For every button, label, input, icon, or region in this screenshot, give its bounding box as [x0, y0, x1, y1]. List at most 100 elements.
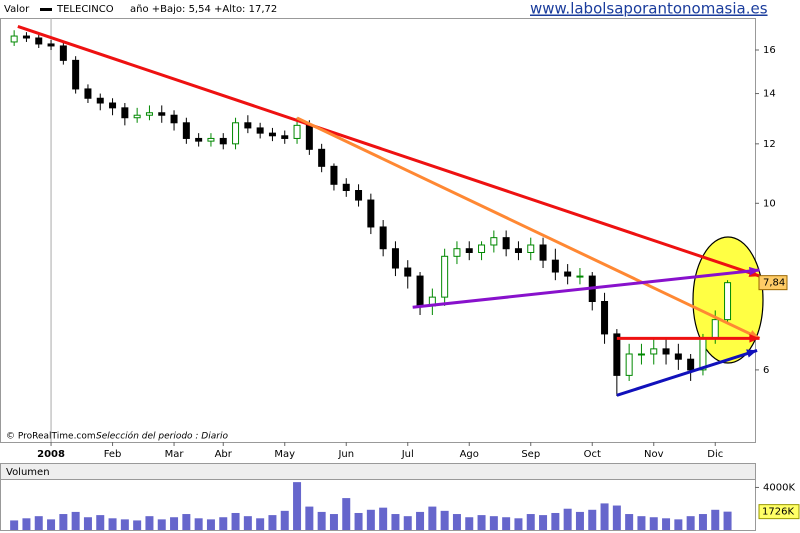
volume-bar: [280, 510, 289, 530]
candle-body: [342, 183, 350, 192]
volume-bar: [243, 516, 252, 530]
current-price-box: [758, 275, 788, 291]
volume-bar: [391, 514, 400, 530]
volume-bar: [440, 510, 449, 530]
x-tick-label: Oct: [584, 449, 601, 460]
x-tick-label: Jul: [401, 449, 414, 460]
candle-body: [96, 97, 104, 104]
candle-body: [441, 255, 449, 298]
candle-body: [601, 301, 609, 335]
candle-body: [305, 124, 313, 150]
current-volume-label: 1726K: [762, 507, 794, 518]
candle-body: [527, 244, 535, 253]
volume-bar: [145, 516, 154, 530]
candle-body: [564, 271, 572, 277]
candle-body: [59, 45, 67, 61]
candle-body: [330, 165, 338, 185]
y-tick-label: 12: [763, 139, 776, 150]
volume-bar: [96, 515, 105, 530]
candle-body: [367, 199, 375, 228]
volume-bar: [575, 511, 584, 530]
candle-body: [109, 102, 117, 109]
volume-bar: [120, 519, 129, 530]
volume-bar: [219, 517, 228, 530]
volume-bar: [231, 512, 240, 530]
volume-bar: [452, 514, 461, 530]
x-tick-label: May: [274, 449, 295, 460]
volume-bar: [526, 514, 535, 530]
candle-body: [699, 338, 707, 371]
trend-arrow: [749, 334, 760, 343]
volume-bar: [698, 514, 707, 530]
site-url[interactable]: www.labolsaporantonomasia.es: [530, 0, 768, 18]
volume-bar: [366, 509, 375, 530]
x-tick-label: Dic: [707, 449, 723, 460]
candle-body: [502, 237, 510, 250]
candle-body: [318, 148, 326, 167]
x-tick-label: Abr: [215, 449, 233, 460]
volume-bar: [649, 517, 658, 530]
x-tick-label: Mar: [165, 449, 185, 460]
candle-body: [293, 124, 301, 139]
period: Selección del periodo : Diario: [96, 431, 228, 442]
volume-bar: [612, 505, 621, 530]
volume-tick-label: 4000K: [763, 482, 795, 493]
candle-body: [182, 122, 190, 139]
candle-body: [711, 319, 719, 340]
trend-arrow: [746, 349, 758, 358]
volume-bar: [182, 514, 191, 530]
candle-body: [490, 237, 498, 246]
x-tick-label: Sep: [521, 449, 540, 460]
volume-bar: [71, 511, 80, 530]
candle-body: [256, 127, 264, 134]
candle-body: [121, 107, 129, 119]
candle-body: [478, 244, 486, 253]
volume-bar: [637, 516, 646, 530]
candle-body: [625, 353, 633, 376]
candle-body: [10, 35, 18, 43]
x-tick-label: Jun: [337, 449, 354, 460]
volume-bar: [268, 515, 277, 530]
volume-bar: [539, 515, 548, 530]
range-text: año +Bajo: 5,54 +Alto: 17,72: [130, 4, 277, 15]
volume-bar: [108, 518, 117, 530]
volume-bar: [194, 518, 203, 530]
y-tick-label: 10: [763, 198, 776, 209]
volume-bar: [723, 511, 732, 530]
volume-bar: [22, 518, 31, 530]
volume-bar: [711, 509, 720, 530]
candle-body: [281, 135, 289, 139]
candle-body: [84, 88, 92, 99]
trend-arrow: [748, 266, 760, 276]
volume-bar: [305, 506, 314, 530]
candle-body: [465, 248, 473, 253]
trend-line: [616, 348, 758, 397]
volume-bar: [379, 507, 388, 530]
volume-bar: [600, 503, 609, 530]
legend-swatch: [40, 8, 52, 11]
volume-bar: [625, 514, 634, 530]
volume-bar: [34, 516, 43, 530]
trend-line: [296, 116, 761, 340]
candle-body: [72, 59, 80, 90]
candle-body: [207, 137, 215, 142]
candle-body: [22, 35, 30, 39]
volume-bar: [502, 517, 511, 530]
volume-bar: [256, 518, 265, 530]
current-price-label: 7,84: [763, 278, 785, 289]
volume-bar: [59, 514, 68, 530]
trend-line: [17, 25, 761, 278]
volume-bar: [157, 519, 166, 530]
candle-body: [687, 358, 695, 371]
candle-body: [576, 275, 584, 278]
candle-body: [539, 244, 547, 261]
x-tick-label: Ago: [460, 449, 479, 460]
volume-bar: [10, 520, 19, 530]
candle-body: [244, 122, 252, 129]
x-tick-label: 2008: [37, 449, 65, 460]
candle-body: [145, 112, 153, 116]
volume-bar: [489, 516, 498, 530]
volume-title-bar: [0, 463, 756, 480]
volume-bar: [686, 516, 695, 530]
